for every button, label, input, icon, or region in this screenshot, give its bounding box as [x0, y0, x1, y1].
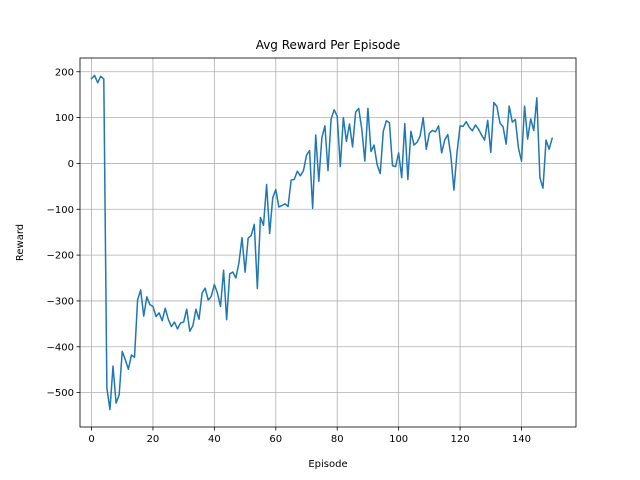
plot-frame: [79, 57, 577, 428]
y-tick-label: 100: [55, 113, 74, 124]
y-tick-label: −200: [47, 251, 74, 262]
x-tick-label: 80: [331, 434, 344, 445]
x-axis-label: Episode: [308, 459, 347, 470]
x-tick-label: 60: [269, 434, 282, 445]
y-tick-label: −400: [47, 342, 74, 353]
y-tick-label: 200: [55, 67, 74, 78]
y-tick-label: −300: [47, 296, 74, 307]
chart-title: Avg Reward Per Episode: [256, 38, 401, 52]
y-tick-label: −100: [47, 205, 74, 216]
axis-ticks: 0 20 40 60 80 100 120 140 −500 −400 −300 −200 −100 0 1…: [47, 67, 532, 445]
series-line: [90, 74, 553, 411]
x-tick-label: 100: [389, 434, 408, 445]
x-tick-label: 40: [208, 434, 221, 445]
x-tick-label: 120: [451, 434, 470, 445]
x-tick-label: 0: [88, 434, 94, 445]
x-tick-label: 140: [512, 434, 531, 445]
y-tick-label: −500: [47, 388, 74, 399]
y-axis-label: Reward: [15, 224, 26, 261]
x-tick-label: 20: [147, 434, 160, 445]
y-tick-label: 0: [68, 159, 74, 170]
